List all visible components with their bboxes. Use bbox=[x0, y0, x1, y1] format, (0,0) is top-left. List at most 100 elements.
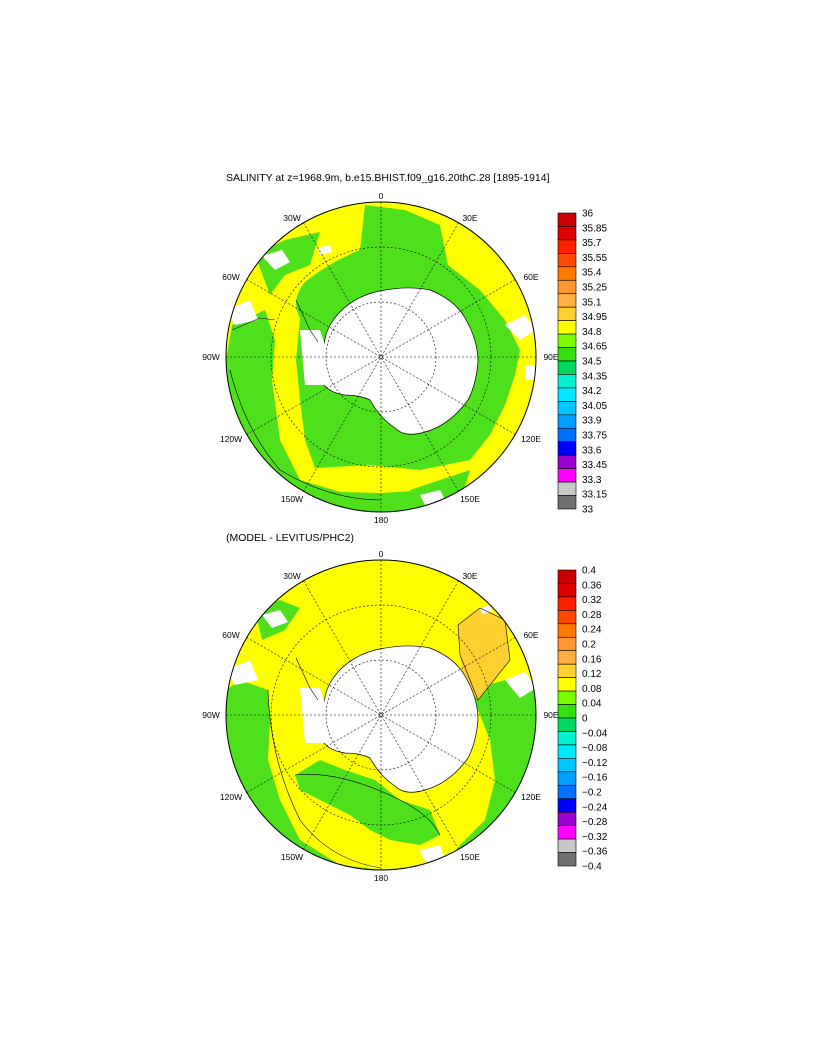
colorbar-label: 35.25 bbox=[582, 283, 607, 294]
longitude-label: 120W bbox=[220, 792, 242, 802]
colorbar-swatch bbox=[557, 825, 577, 840]
colorbar-swatch bbox=[557, 226, 577, 241]
colorbar-swatch bbox=[557, 838, 577, 853]
colorbar-swatch bbox=[557, 253, 577, 268]
longitude-label: 120W bbox=[220, 434, 242, 444]
longitude-label: 60E bbox=[523, 272, 538, 282]
colorbar-swatch bbox=[557, 414, 577, 429]
graticule bbox=[226, 560, 536, 870]
longitude-label: 0 bbox=[379, 191, 384, 201]
colorbar-swatch bbox=[557, 333, 577, 348]
colorbar-swatch bbox=[557, 623, 577, 638]
colorbar-label: −0.08 bbox=[582, 743, 608, 754]
colorbar-label: 0.4 bbox=[582, 566, 596, 577]
colorbar-label: 33.6 bbox=[582, 445, 602, 456]
colorbar-label: 0.12 bbox=[582, 669, 602, 680]
colorbar-label: 35.4 bbox=[582, 268, 602, 279]
colorbar-label: 33.3 bbox=[582, 475, 602, 486]
colorbar-swatch bbox=[557, 212, 577, 227]
longitude-label: 60E bbox=[523, 630, 538, 640]
longitude-label: 120E bbox=[521, 434, 541, 444]
longitude-label: 30W bbox=[283, 213, 300, 223]
colorbar-label: 33.15 bbox=[582, 490, 607, 501]
colorbar-swatch bbox=[557, 690, 577, 705]
colorbar-label: 33.75 bbox=[582, 431, 607, 442]
colorbar-swatch bbox=[557, 441, 577, 456]
graticule bbox=[226, 202, 536, 512]
colorbar-swatch bbox=[557, 771, 577, 786]
salinity-map: 0 30E 60E 90E 120E 150E 180 150W 120W 90… bbox=[202, 191, 559, 525]
colorbar-label: −0.24 bbox=[582, 802, 608, 813]
colorbar-label: −0.32 bbox=[582, 832, 608, 843]
colorbar-label: 33.45 bbox=[582, 460, 607, 471]
colorbar-label: 0.2 bbox=[582, 640, 596, 651]
colorbar-label: 0.36 bbox=[582, 580, 602, 591]
colorbar-swatch bbox=[557, 663, 577, 678]
longitude-label: 0 bbox=[379, 549, 384, 559]
longitude-label: 90E bbox=[543, 352, 558, 362]
colorbar-swatch bbox=[557, 495, 577, 510]
colorbar-swatch bbox=[557, 852, 577, 867]
colorbar-swatch bbox=[557, 811, 577, 826]
colorbar-label: 34.8 bbox=[582, 327, 602, 338]
colorbar-label: −0.16 bbox=[582, 773, 608, 784]
colorbar-swatch bbox=[557, 360, 577, 375]
colorbar-swatch bbox=[557, 717, 577, 732]
difference-map: 0 30E 60E 90E 120E 150E 180 150W 120W 90… bbox=[202, 549, 559, 883]
longitude-label: 90W bbox=[202, 710, 219, 720]
colorbar-swatch bbox=[557, 636, 577, 652]
salinity-region bbox=[226, 310, 462, 512]
colorbar-swatch bbox=[557, 583, 577, 598]
longitude-label: 90E bbox=[543, 710, 558, 720]
longitude-label: 60W bbox=[222, 272, 239, 282]
colorbar-swatch bbox=[557, 798, 577, 813]
colorbar-label: 35.85 bbox=[582, 223, 607, 234]
colorbar-label: −0.4 bbox=[582, 862, 602, 873]
colorbar-swatch bbox=[557, 596, 577, 611]
colorbar-swatch bbox=[557, 731, 577, 746]
colorbar-swatch bbox=[557, 744, 577, 759]
panel-title: SALINITY at z=1968.9m, b.e15.BHIST.f09_g… bbox=[226, 172, 550, 184]
colorbar-label: 35.7 bbox=[582, 238, 602, 249]
colorbar-label: 34.35 bbox=[582, 371, 607, 382]
longitude-label: 120E bbox=[521, 792, 541, 802]
colorbar-label: 33.9 bbox=[582, 416, 602, 427]
panel-title: (MODEL - LEVITUS/PHC2) bbox=[226, 532, 354, 544]
colorbar-label: 0.32 bbox=[582, 595, 602, 606]
colorbar-label: 34.05 bbox=[582, 401, 607, 412]
colorbar-label: −0.28 bbox=[582, 817, 608, 828]
colorbar-label: −0.36 bbox=[582, 847, 608, 858]
colorbar-swatch bbox=[557, 239, 577, 254]
colorbar-label: 0.28 bbox=[582, 610, 602, 621]
longitude-label: 150W bbox=[281, 494, 303, 504]
longitude-label: 90W bbox=[202, 352, 219, 362]
colorbar-swatch bbox=[557, 454, 577, 469]
longitude-label: 60W bbox=[222, 630, 239, 640]
colorbar: 36 35.85 35.7 35.55 35.4 35.25 35.1 34.95 34.8 34… bbox=[557, 209, 607, 516]
colorbar-swatch bbox=[557, 569, 577, 584]
colorbar-label: −0.04 bbox=[582, 728, 608, 739]
longitude-label: 180 bbox=[374, 515, 388, 525]
colorbar-label: 35.55 bbox=[582, 253, 607, 264]
colorbar-swatch bbox=[557, 758, 577, 773]
colorbar-swatch bbox=[557, 677, 577, 692]
colorbar-swatch bbox=[557, 650, 577, 665]
longitude-label: 30W bbox=[283, 571, 300, 581]
colorbar-swatch bbox=[557, 401, 577, 416]
difference-region bbox=[458, 608, 510, 700]
colorbar-label: 34.65 bbox=[582, 342, 607, 353]
colorbar-swatch bbox=[557, 347, 577, 362]
colorbar-label: 0.04 bbox=[582, 699, 602, 710]
colorbar-label: 35.1 bbox=[582, 297, 602, 308]
colorbar-label: −0.2 bbox=[582, 788, 602, 799]
colorbar-label: 33 bbox=[582, 505, 594, 516]
colorbar-label: 0.16 bbox=[582, 654, 602, 665]
colorbar-swatch bbox=[557, 468, 577, 483]
longitude-label: 150E bbox=[460, 852, 480, 862]
colorbar-label: 36 bbox=[582, 209, 594, 220]
colorbar-swatch bbox=[557, 704, 577, 719]
colorbar: 0.4 0.36 0.32 0.28 0.24 0.2 0.16 0.12 0.08 0.04 0 −… bbox=[557, 566, 608, 873]
colorbar-swatch bbox=[557, 266, 577, 281]
colorbar-label: −0.12 bbox=[582, 758, 608, 769]
